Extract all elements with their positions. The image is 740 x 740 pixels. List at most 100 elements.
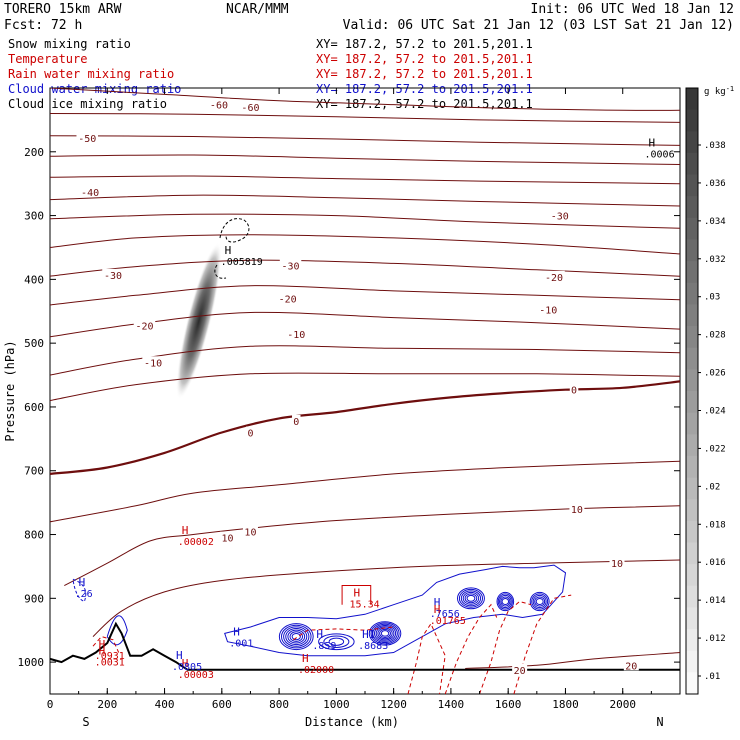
colorbar-label: .032 [704,255,726,265]
colorbar-swatch [686,152,698,176]
isotherm-label: 20 [514,666,526,677]
extremum-marker: H [316,628,323,641]
colorbar-swatch [686,455,698,479]
colorbar-label: .022 [704,444,726,454]
model-title: TORERO 15km ARW [4,2,122,17]
extremum-marker: H [182,524,189,537]
isotherm-line [50,380,680,475]
isotherm-line [50,213,680,229]
isotherm-labels: -60 -60 -50 -40 -30 -30 -30 -20 -20 -20 -10 -10 -10 0… [76,98,639,677]
cloud-contour [464,593,478,604]
colorbar-swatch [686,412,698,435]
colorbar: .038 .036 .034 .032 .03 .028 .026 .024 .022 .02 .0… [685,87,726,695]
colorbar-swatch [686,607,698,630]
extremum-value: 15.34 [350,599,380,610]
cloud-contour [462,591,480,605]
rain-contour [444,603,498,694]
extremum-value: .26 [75,589,93,600]
colorbar-label: .03 [704,293,720,303]
isotherm-label-bg [133,319,156,331]
cloud-outer-contour [224,564,567,657]
legend-item-name: Rain water mixing ratio [8,67,174,81]
cloud-contour [535,597,544,606]
cloud-contour [496,591,515,612]
colorbar-label: .034 [704,217,726,227]
isotherm-label: 10 [222,534,234,545]
colorbar-label: .012 [704,634,726,644]
south-label: S [82,715,89,729]
extremum-marker: H [79,576,86,589]
isotherm-line [50,88,680,111]
isotherm-label-bg [623,659,639,671]
center-title: NCAR/MMM [226,2,289,17]
isotherm-line [50,175,680,185]
isotherm-label-bg [537,303,560,315]
legend-item-name: Temperature [8,52,87,66]
isotherm-label: -60 [241,103,259,114]
isotherm-line [50,194,680,207]
isotherm-label-bg [512,663,528,675]
colorbar-swatch [686,520,698,543]
y-tick-label: 500 [24,337,44,350]
isotherm-label-bg [102,268,124,280]
colorbar-swatch [686,434,698,457]
cloud-contour [466,594,476,602]
x-tick-label: 600 [212,698,232,711]
colorbar-frame [685,87,699,695]
extremum-marker: H [182,657,189,670]
cloud-contour [318,633,355,651]
colorbar-label: .02 [704,482,720,492]
isotherm-line [50,460,680,523]
colorbar-label: .01 [704,672,720,682]
cloud-contour [531,593,549,610]
legend-item-xy: XY= 187.2, 57.2 to 201.5,201.1 [316,52,533,66]
isotherm-label: -20 [135,321,153,332]
legend-item-xy: XY= 187.2, 57.2 to 201.5,201.1 [316,67,533,81]
colorbar-label: .028 [704,331,726,341]
colorbar-swatch [686,217,698,240]
x-tick-label: 1200 [380,698,407,711]
temperature-isotherms [50,88,680,669]
isotherm-line [50,372,680,402]
colorbar-swatch [686,672,698,695]
isotherm-label: 0 [571,386,577,397]
isotherm-label: -20 [545,273,563,284]
colorbar-swatch [686,131,698,154]
rain-contour [479,600,532,694]
rain-contour [293,626,394,641]
colorbar-unit: g kg-1 [704,85,734,97]
terrain-line [50,621,680,671]
colorbar-swatch [686,304,698,327]
isotherm-label-bg [242,525,258,537]
extremum-marker: H [434,603,441,616]
isotherm-line [50,345,680,376]
isotherm-line [50,234,680,255]
cloud-contour [534,596,546,607]
colorbar-label: .024 [704,407,726,417]
cloud-contour [458,588,484,608]
extremum-value: .001 [229,638,253,649]
isotherm-label: -40 [81,188,99,199]
isotherm-line [92,559,680,637]
colorbar-label: .038 [704,141,726,151]
colorbar-label: .014 [704,596,726,606]
axes: 0 200 400 600 800 1000 1200 1400 1600 1800 2000200… [18,88,681,711]
extremum-value: .0805 [172,662,202,673]
x-tick-label: 2000 [609,698,636,711]
y-tick-label: 900 [24,592,44,605]
cloud-contour [457,587,485,610]
colorbar-swatch [686,585,698,608]
extremum-value: .00003 [178,670,214,681]
colorbar-swatch [686,347,698,370]
y-tick-label: 300 [24,210,44,223]
isotherm-label: -30 [551,212,569,223]
extremum-value: .01765 [430,616,466,627]
colorbar-label: .036 [704,179,726,189]
extremum-value: .8683 [358,641,388,652]
x-tick-label: 1800 [552,698,579,711]
cloud-contour [370,622,400,645]
cloud-contour [287,629,306,644]
cloud-contour [372,623,398,644]
